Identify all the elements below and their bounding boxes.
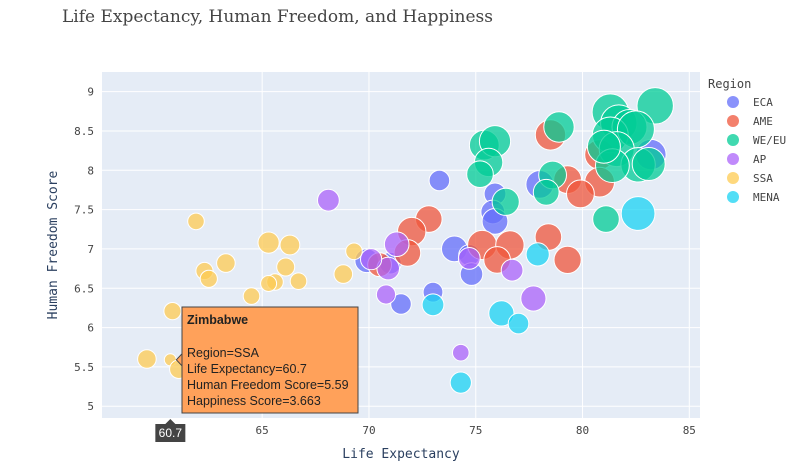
scatter-point[interactable] xyxy=(257,231,280,254)
chart-title: Life Expectancy, Human Freedom, and Happ… xyxy=(62,7,493,27)
tooltip-line: Region=SSA xyxy=(187,346,260,360)
x-tick-label: 85 xyxy=(683,424,696,437)
scatter-point[interactable] xyxy=(592,205,620,233)
y-axis-title: Human Freedom Score xyxy=(46,170,61,319)
legend-item[interactable]: AME xyxy=(727,115,773,128)
legend-item[interactable]: MENA xyxy=(727,191,780,204)
scatter-point[interactable] xyxy=(279,234,301,256)
scatter-point[interactable] xyxy=(491,187,520,216)
legend-item[interactable]: ECA xyxy=(727,96,773,109)
y-tick-label: 7 xyxy=(87,243,94,256)
y-axis-ticks: 5 5.5 6 6.5 7 7.5 8 8.5 9 xyxy=(74,86,94,414)
hover-tooltip: Zimbabwe Region=SSA Life Expectancy=60.7 Hu… xyxy=(155,306,359,442)
scatter-point[interactable] xyxy=(525,242,550,267)
x-axis-title: Life Expectancy xyxy=(342,447,460,462)
scatter-point[interactable] xyxy=(187,212,205,231)
legend-label: AME xyxy=(753,115,773,128)
scatter-point[interactable] xyxy=(507,312,530,335)
scatter-point[interactable] xyxy=(586,129,621,164)
x-tick-label: 65 xyxy=(256,424,269,437)
scatter-point[interactable] xyxy=(242,287,261,305)
x-axis-ticks: 65 70 75 80 85 xyxy=(256,424,696,437)
scatter-point[interactable] xyxy=(345,242,363,261)
scatter-point[interactable] xyxy=(543,111,575,143)
tooltip-box xyxy=(181,306,359,414)
scatter-point[interactable] xyxy=(457,247,481,270)
y-tick-label: 6 xyxy=(87,322,94,335)
scatter-point[interactable] xyxy=(421,293,445,317)
legend-label: WE/EU xyxy=(753,134,786,147)
tooltip-line: Life Expectancy=60.7 xyxy=(187,362,307,376)
legend-marker xyxy=(727,115,739,127)
y-tick-label: 5 xyxy=(87,400,94,413)
scatter-point[interactable] xyxy=(276,257,296,277)
x-tick-label: 70 xyxy=(362,424,375,437)
legend-marker xyxy=(727,134,739,146)
x-tick-label: 75 xyxy=(469,424,482,437)
scatter-point[interactable] xyxy=(390,293,412,315)
y-tick-label: 9 xyxy=(87,86,94,99)
legend-marker xyxy=(727,96,739,108)
y-tick-label: 8.5 xyxy=(74,125,94,138)
legend-label: AP xyxy=(753,153,767,166)
scatter-point[interactable] xyxy=(199,269,218,288)
legend-item[interactable]: WE/EU xyxy=(727,134,786,147)
scatter-point[interactable] xyxy=(449,371,472,394)
scatter-point[interactable] xyxy=(566,179,595,209)
scatter-point[interactable] xyxy=(375,284,397,305)
y-tick-label: 6.5 xyxy=(74,282,94,295)
scatter-point[interactable] xyxy=(333,264,354,284)
x-tick-label: 80 xyxy=(576,424,589,437)
scatter-point[interactable] xyxy=(163,302,182,321)
scatter-point[interactable] xyxy=(532,178,560,206)
tooltip-line: Happiness Score=3.663 xyxy=(187,394,321,408)
scatter-point[interactable] xyxy=(500,258,524,282)
legend-marker xyxy=(727,153,739,165)
scatter-point[interactable] xyxy=(428,169,451,192)
scatter-point[interactable] xyxy=(452,343,470,362)
legend-title: Region xyxy=(708,77,751,91)
scatter-point[interactable] xyxy=(631,147,666,181)
y-tick-label: 5.5 xyxy=(74,361,94,374)
legend-item[interactable]: AP xyxy=(727,153,767,166)
scatter-point[interactable] xyxy=(553,245,582,274)
tooltip-line: Human Freedom Score=5.59 xyxy=(187,378,349,392)
scatter-point[interactable] xyxy=(488,300,515,327)
x-hover-label: 60.7 xyxy=(159,426,183,440)
scatter-point[interactable] xyxy=(317,188,340,212)
scatter-point[interactable] xyxy=(360,248,383,271)
scatter-point[interactable] xyxy=(137,349,157,369)
legend-marker xyxy=(727,191,739,203)
scatter-point[interactable] xyxy=(466,160,494,188)
y-tick-label: 7.5 xyxy=(74,204,94,217)
x-hover-pointer xyxy=(165,419,176,424)
legend-label: SSA xyxy=(753,172,773,185)
legend-label: ECA xyxy=(753,96,773,109)
scatter-point[interactable] xyxy=(383,231,410,257)
scatter-point[interactable] xyxy=(216,253,236,273)
y-tick-label: 8 xyxy=(87,164,94,177)
scatter-point[interactable] xyxy=(260,275,278,292)
legend-marker xyxy=(727,172,739,184)
scatter-point[interactable] xyxy=(289,272,308,291)
scatter-points[interactable] xyxy=(137,87,674,394)
scatter-point[interactable] xyxy=(620,196,656,231)
x-hover-label-box xyxy=(155,424,186,442)
scatter-point[interactable] xyxy=(520,285,547,312)
legend-item[interactable]: SSA xyxy=(727,172,773,185)
tooltip-title: Zimbabwe xyxy=(187,313,248,327)
legend-label: MENA xyxy=(753,191,780,204)
